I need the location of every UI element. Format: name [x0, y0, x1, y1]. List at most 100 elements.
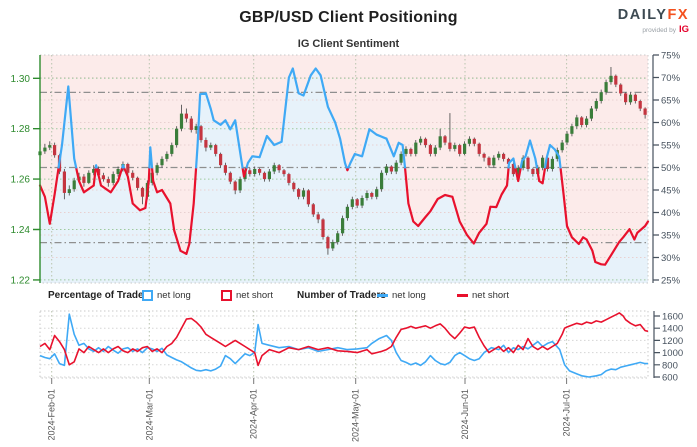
- candle-body-up: [365, 193, 369, 198]
- candle-body-up: [253, 169, 257, 174]
- logo-fx: FX: [667, 7, 689, 23]
- main-plot-border: [39, 54, 649, 284]
- net-short-count-line: [39, 312, 649, 367]
- candle-body-down: [82, 176, 86, 183]
- legend-number-of-traders: Number of Traders: [297, 290, 386, 301]
- price-axis-label: 1.24: [11, 225, 31, 236]
- candle-body-down: [502, 153, 506, 159]
- candle-body-down: [472, 138, 476, 144]
- candle-body-up: [87, 172, 91, 183]
- candle-body-up: [175, 128, 179, 146]
- candle-body-up: [160, 158, 164, 166]
- candle-body-down: [282, 170, 286, 175]
- candle-body-up: [453, 145, 457, 149]
- candle-body-up: [404, 148, 408, 154]
- candle-body-down: [62, 171, 66, 193]
- candle-body-down: [277, 165, 281, 171]
- net-short-pct-line: [38, 166, 650, 266]
- legend-pct-net-short: net short: [221, 289, 273, 302]
- candle-body-down: [101, 175, 105, 180]
- count-axis-label: 1600: [662, 312, 683, 323]
- legend-net-short-label: net short: [472, 290, 509, 301]
- price-axis-label: 1.22: [11, 275, 31, 286]
- candle-body-up: [350, 199, 354, 207]
- logo-provided-by: provided by IG: [642, 23, 689, 35]
- candle-body-down: [511, 164, 515, 175]
- candle-body-down: [219, 153, 223, 166]
- candle-body-up: [521, 157, 525, 168]
- date-label: 2024-Mar-01: [144, 389, 154, 441]
- pct-axis-label: 50%: [661, 163, 681, 174]
- candle-body-up: [463, 143, 467, 154]
- candle-body-down: [423, 138, 428, 146]
- candle-body-down: [131, 172, 135, 178]
- candle-body-up: [67, 189, 71, 193]
- dailyfx-logo: DAILYFX provided by IG: [617, 7, 689, 35]
- candle-body-down: [580, 117, 584, 125]
- candle-body-down: [248, 170, 252, 175]
- candle-body-up: [238, 179, 242, 191]
- candle-body-down: [409, 148, 413, 154]
- candle-body-up: [375, 189, 379, 197]
- candle-body-up: [628, 94, 633, 103]
- pct-axis-label: 25%: [661, 276, 681, 287]
- candle-body-down: [53, 145, 57, 156]
- candle-body-down: [311, 204, 315, 215]
- candle-body-up: [209, 145, 213, 148]
- candle-body-down: [199, 126, 203, 141]
- candle-body-up: [438, 136, 442, 148]
- pct-axis-label: 40%: [661, 208, 681, 219]
- date-label: 2024-May-01: [351, 389, 361, 442]
- candle-body-up: [301, 190, 306, 197]
- count-axis-label: 1400: [662, 324, 683, 335]
- price-axis-label: 1.26: [11, 175, 31, 186]
- candle-body-up: [609, 75, 613, 83]
- candle-body-down: [228, 172, 232, 182]
- candle-body-down: [126, 164, 130, 173]
- candle-body-down: [316, 214, 320, 220]
- candle-body-down: [321, 219, 325, 237]
- candle-body-up: [497, 153, 501, 158]
- candle-body-down: [448, 142, 452, 149]
- count-axis-label: 1000: [662, 348, 683, 359]
- logo-daily: DAILY: [617, 7, 668, 23]
- page-subtitle: IG Client Sentiment: [297, 38, 400, 50]
- pct-axis-bracket: [652, 54, 659, 283]
- candle-body-down: [326, 237, 330, 249]
- pct-axis-label: 65%: [661, 96, 681, 107]
- price-axis-label: 1.28: [11, 124, 31, 135]
- candle-body-down: [233, 181, 237, 191]
- net-long-count-line: [39, 313, 648, 378]
- candle-body-down: [458, 145, 462, 154]
- candle-body-down: [106, 179, 110, 183]
- page-title: GBP/USD Client Positioning: [239, 9, 458, 26]
- candle-body-down: [633, 94, 637, 101]
- count-axis-bracket: [653, 311, 660, 378]
- candle-body-down: [389, 166, 393, 172]
- candle-body-up: [419, 138, 423, 143]
- chart-legend: Percentage of Traders net long net short…: [0, 289, 697, 302]
- candle-body-down: [477, 143, 481, 154]
- pct-axis-label: 35%: [661, 231, 681, 242]
- candle-body-up: [565, 133, 569, 143]
- candle-body-up: [516, 167, 520, 175]
- pct-axis-label: 60%: [661, 118, 681, 129]
- candle-body-up: [492, 157, 496, 166]
- candle-body-down: [262, 172, 267, 180]
- candle-body-up: [550, 158, 554, 169]
- candle-body-up: [604, 82, 608, 93]
- candle-body-up: [116, 169, 120, 174]
- candle-body-down: [136, 177, 140, 188]
- date-label: 2024-Apr-01: [249, 389, 259, 439]
- pct-axis-label: 70%: [661, 73, 681, 84]
- legend-net-short-label: net short: [236, 290, 273, 301]
- candle-body-down: [287, 174, 291, 183]
- count-axis-label: 600: [662, 373, 678, 384]
- candle-body-down: [487, 157, 491, 166]
- legend-count-net-short: net short: [457, 289, 509, 302]
- candle-body-down: [258, 169, 262, 173]
- price-axis-label: 1.30: [11, 74, 31, 85]
- candle-body-up: [336, 233, 340, 243]
